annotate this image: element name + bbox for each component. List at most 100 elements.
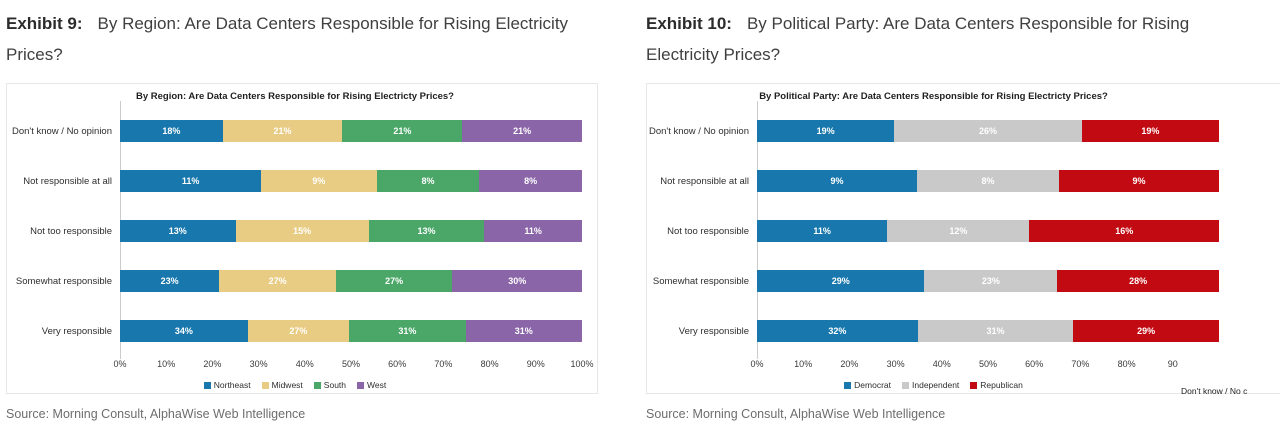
- chart-row: Don't know / No opinion 18% 21% 21% 21%: [7, 106, 597, 156]
- bar-segment-republican[interactable]: 9%: [1059, 170, 1219, 192]
- chart-legend: Northeast Midwest South West: [7, 380, 583, 390]
- bar-segment-west[interactable]: 31%: [465, 320, 582, 342]
- chart-row: Somewhat responsible 23% 27% 27% 30%: [7, 256, 597, 306]
- exhibit-title: By Region: Are Data Centers Responsible …: [6, 14, 569, 64]
- x-tick: 20%: [203, 359, 222, 369]
- x-tick: 30%: [249, 359, 268, 369]
- legend-swatch: [203, 381, 211, 389]
- chart-row: Not too responsible 11% 12% 16%: [647, 206, 1280, 256]
- bar-segment-democrat[interactable]: 9%: [757, 170, 917, 192]
- legend-item-northeast[interactable]: Northeast: [203, 380, 251, 390]
- bar-segment-independent[interactable]: 12%: [887, 220, 1030, 242]
- chart-title: By Political Party: Are Data Centers Res…: [759, 91, 1108, 102]
- bar-segment-south[interactable]: 8%: [376, 170, 480, 192]
- bar-segment-democrat[interactable]: 29%: [757, 270, 925, 292]
- exhibit-9-section: Exhibit 9: By Region: Are Data Centers Re…: [6, 6, 598, 421]
- chart-row: Not too responsible 13% 15% 13% 11%: [7, 206, 597, 256]
- chart-title: By Region: Are Data Centers Responsible …: [136, 91, 454, 102]
- bar-segment-northeast[interactable]: 23%: [120, 270, 220, 292]
- category-label: Somewhat responsible: [652, 275, 749, 287]
- stacked-bar: 13% 15% 13% 11%: [120, 220, 582, 242]
- legend-item-republican[interactable]: Republican: [970, 380, 1023, 390]
- category-label: Not responsible at all: [660, 175, 749, 187]
- stacked-bar: 29% 23% 28%: [757, 270, 1219, 292]
- bar-segment-democrat[interactable]: 32%: [757, 320, 918, 342]
- source-note: Source: Morning Consult, AlphaWise Web I…: [646, 407, 946, 421]
- bar-segment-west[interactable]: 21%: [462, 120, 583, 142]
- bar-segment-midwest[interactable]: 27%: [219, 270, 336, 292]
- category-label: Somewhat responsible: [15, 275, 112, 287]
- chart-legend: Democrat Independent Republican: [647, 380, 1220, 390]
- exhibit-title: By Political Party: Are Data Centers Res…: [646, 14, 1190, 64]
- bar-segment-republican[interactable]: 29%: [1073, 320, 1219, 342]
- category-label: Very responsible: [678, 325, 749, 337]
- party-chart-panel: By Political Party: Are Data Centers Res…: [646, 83, 1280, 396]
- bar-segment-independent[interactable]: 31%: [917, 320, 1074, 342]
- source-note: Source: Morning Consult, AlphaWise Web I…: [6, 407, 306, 421]
- stacked-bar: 9% 8% 9%: [757, 170, 1219, 192]
- legend-swatch: [357, 381, 365, 389]
- x-tick: 40%: [295, 359, 314, 369]
- bar-segment-northeast[interactable]: 11%: [120, 170, 262, 192]
- bar-segment-west[interactable]: 30%: [452, 270, 582, 292]
- legend-swatch: [970, 381, 978, 389]
- category-label: Don't know / No opinion: [648, 125, 749, 137]
- x-axis: 0% 10% 20% 30% 40% 50% 60% 70% 80% 90: [750, 359, 1219, 372]
- exhibit-10-heading: Exhibit 10: By Political Party: Are Data …: [646, 8, 1246, 70]
- bar-segment-democrat[interactable]: 19%: [757, 120, 895, 142]
- bar-segment-northeast[interactable]: 13%: [120, 220, 236, 242]
- legend-item-independent[interactable]: Independent: [902, 380, 959, 390]
- bar-segment-west[interactable]: 8%: [479, 170, 583, 192]
- bar-segment-south[interactable]: 31%: [349, 320, 466, 342]
- x-tick: 70%: [1071, 359, 1090, 369]
- x-tick: 60%: [388, 359, 407, 369]
- category-label: Don't know / No opinion: [11, 125, 112, 137]
- category-label: Not too responsible: [30, 225, 112, 237]
- bar-segment-northeast[interactable]: 18%: [120, 120, 223, 142]
- x-tick: 40%: [932, 359, 951, 369]
- bar-segment-midwest[interactable]: 9%: [261, 170, 377, 192]
- legend-label: South: [323, 380, 347, 390]
- bar-segment-republican[interactable]: 16%: [1029, 220, 1219, 242]
- bar-segment-midwest[interactable]: 27%: [247, 320, 350, 342]
- exhibit-10-section: Exhibit 10: By Political Party: Are Data …: [646, 6, 1280, 421]
- exhibit-9-heading: Exhibit 9: By Region: Are Data Centers Re…: [6, 8, 592, 70]
- stacked-bar: 19% 26% 19%: [757, 120, 1219, 142]
- x-tick: 10%: [794, 359, 813, 369]
- chart-row: Very responsible 34% 27% 31% 31%: [7, 306, 597, 356]
- bar-segment-northeast[interactable]: 34%: [120, 320, 248, 342]
- bar-segment-republican[interactable]: 19%: [1081, 120, 1219, 142]
- stacked-bar: 11% 12% 16%: [757, 220, 1219, 242]
- legend-item-midwest[interactable]: Midwest: [261, 380, 303, 390]
- category-label: Not too responsible: [667, 225, 749, 237]
- bar-segment-south[interactable]: 21%: [342, 120, 463, 142]
- legend-label: Midwest: [271, 380, 303, 390]
- region-chart-panel: By Region: Are Data Centers Responsible …: [6, 83, 598, 394]
- bar-segment-democrat[interactable]: 11%: [757, 220, 888, 242]
- x-tick: 80%: [480, 359, 499, 369]
- clipped-tooltip-text: Don't know / No c: [1181, 386, 1248, 396]
- bar-segment-south[interactable]: 27%: [335, 270, 453, 292]
- chart-row: Very responsible 32% 31% 29%: [647, 306, 1280, 356]
- bar-segment-independent[interactable]: 26%: [894, 120, 1082, 142]
- bar-segment-independent[interactable]: 8%: [916, 170, 1060, 192]
- bar-segment-republican[interactable]: 28%: [1057, 270, 1219, 292]
- x-tick: 0%: [113, 359, 127, 369]
- chart-row: Not responsible at all 11% 9% 8% 8%: [7, 156, 597, 206]
- x-axis: 0% 10% 20% 30% 40% 50% 60% 70% 80% 90% 100%: [113, 359, 593, 372]
- x-tick: 100%: [570, 359, 594, 369]
- legend-item-west[interactable]: West: [357, 380, 386, 390]
- bar-segment-midwest[interactable]: 21%: [222, 120, 343, 142]
- chart-row: Not responsible at all 9% 8% 9%: [647, 156, 1280, 206]
- x-tick: 10%: [157, 359, 176, 369]
- chart-row: Don't know / No opinion 19% 26% 19%: [647, 106, 1280, 156]
- bar-segment-independent[interactable]: 23%: [924, 270, 1058, 292]
- bar-segment-midwest[interactable]: 15%: [235, 220, 369, 242]
- legend-item-south[interactable]: South: [313, 380, 347, 390]
- chart-rows: Don't know / No opinion 19% 26% 19% Not resp…: [647, 101, 1280, 359]
- x-tick: 0%: [750, 359, 764, 369]
- legend-item-democrat[interactable]: Democrat: [844, 380, 891, 390]
- bar-segment-west[interactable]: 11%: [484, 220, 582, 242]
- bar-segment-south[interactable]: 13%: [368, 220, 485, 242]
